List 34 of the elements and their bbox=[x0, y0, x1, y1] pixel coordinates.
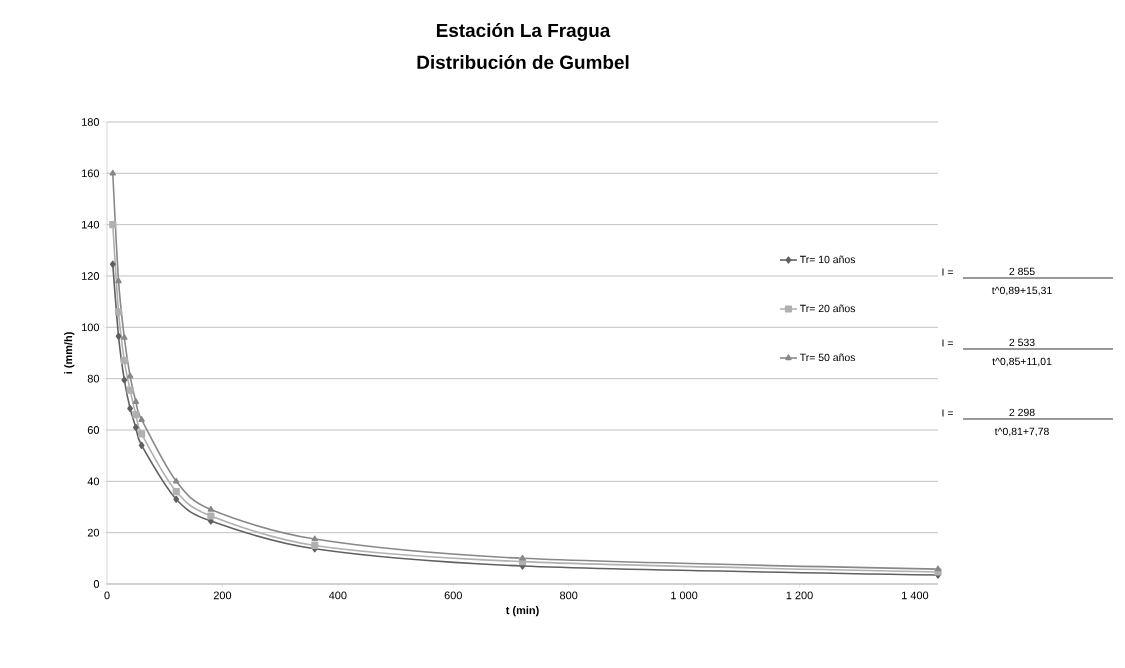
x-tick-label: 800 bbox=[560, 591, 578, 600]
legend-label: Tr= 10 años bbox=[799, 255, 856, 264]
x-tick-label: 200 bbox=[213, 591, 232, 600]
legend-label: Tr= 50 años bbox=[799, 353, 856, 362]
chart-subtitle: Distribución de Gumbel bbox=[417, 54, 629, 70]
text: t^0,81+7,78 bbox=[994, 427, 1049, 437]
y-tick-label: 160 bbox=[82, 169, 100, 178]
x-tick-label: 400 bbox=[328, 591, 347, 600]
text: t^0,89+15,31 bbox=[991, 286, 1052, 296]
y-tick-label: 0 bbox=[93, 580, 100, 588]
y-tick-label: 60 bbox=[87, 426, 100, 434]
text: 2 533 bbox=[1009, 338, 1035, 347]
text: 2 855 bbox=[1009, 267, 1035, 276]
text: I = bbox=[942, 339, 953, 347]
y-tick-label: 140 bbox=[82, 220, 100, 229]
y-tick-label: 40 bbox=[87, 477, 100, 486]
y-tick-label: 20 bbox=[87, 528, 100, 537]
y-tick-label: 100 bbox=[82, 323, 100, 332]
x-tick-label: 1 400 bbox=[902, 591, 929, 600]
text: I = bbox=[942, 268, 953, 276]
x-tick-label: 1 200 bbox=[786, 591, 813, 600]
text: I = bbox=[942, 409, 953, 417]
y-tick-label: 120 bbox=[82, 272, 100, 280]
text: 2 298 bbox=[1009, 408, 1035, 417]
chart-title: Estación La Fragua bbox=[436, 23, 611, 41]
legend-label: Tr= 20 años bbox=[799, 304, 856, 313]
y-axis-title: i (mm/h) bbox=[64, 332, 75, 374]
x-axis-title: t (min) bbox=[505, 606, 539, 617]
y-tick-label: 80 bbox=[87, 374, 100, 383]
x-tick-label: 1 000 bbox=[671, 591, 698, 600]
x-tick-label: 0 bbox=[104, 591, 110, 600]
x-tick-label: 600 bbox=[444, 591, 462, 600]
y-tick-label: 180 bbox=[82, 118, 100, 126]
text: t^0,85+11,01 bbox=[992, 357, 1052, 367]
